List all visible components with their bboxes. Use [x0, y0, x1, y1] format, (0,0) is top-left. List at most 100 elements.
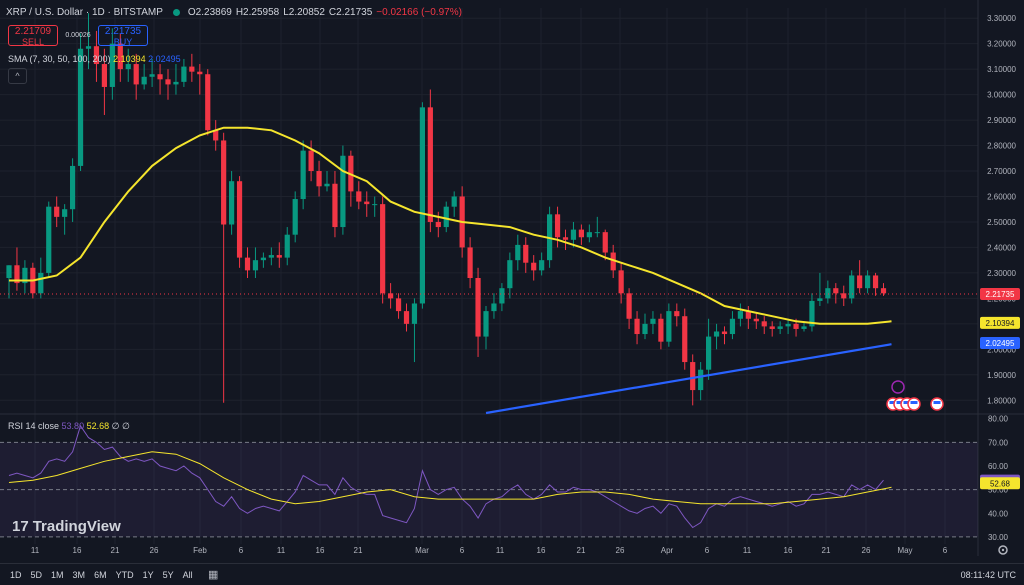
- candle-body: [284, 234, 290, 258]
- candle-body: [849, 275, 855, 299]
- candle-body: [14, 265, 20, 284]
- candle-body: [642, 323, 648, 335]
- range-button-1m[interactable]: 1M: [51, 570, 64, 580]
- ohlc-low: L2.20852: [283, 7, 325, 18]
- candle-body: [411, 303, 418, 324]
- candle-body: [229, 181, 235, 225]
- time-tick-label: 16: [784, 546, 793, 555]
- sma1-tag: 2.10394: [986, 319, 1015, 328]
- buy-button[interactable]: 2.21735 BUY: [98, 25, 148, 47]
- candle-body: [690, 362, 696, 391]
- price-tick-label: 2.00000: [987, 345, 1016, 354]
- rsi-tick-label: 30.00: [988, 533, 1009, 542]
- range-button-5d[interactable]: 5D: [30, 570, 43, 580]
- candle-body: [594, 232, 600, 234]
- candle-body: [817, 298, 823, 301]
- range-button-all[interactable]: All: [182, 570, 193, 580]
- range-button-1y[interactable]: 1Y: [142, 570, 154, 580]
- time-tick-label: 6: [705, 546, 710, 555]
- candle-body: [395, 298, 402, 312]
- candle-body: [372, 204, 378, 206]
- candle-body: [403, 311, 410, 324]
- range-button-ytd[interactable]: YTD: [115, 570, 134, 580]
- spread-value: 0.00026: [65, 32, 91, 39]
- candle-body: [737, 311, 743, 319]
- price-tick-label: 2.50000: [987, 218, 1016, 227]
- utc-clock[interactable]: 08:11:42 UTC: [960, 570, 1016, 580]
- candle-body: [141, 76, 147, 85]
- range-button-1d[interactable]: 1D: [10, 570, 22, 580]
- price-tick-label: 2.40000: [987, 243, 1016, 252]
- time-tick-label: 21: [577, 546, 586, 555]
- candle-body: [769, 326, 775, 329]
- collapse-legend-icon[interactable]: ^: [8, 68, 27, 84]
- candle-body: [173, 81, 179, 85]
- candle-body: [364, 201, 370, 205]
- candle-body: [586, 232, 592, 238]
- time-tick-label: May: [897, 546, 912, 555]
- range-button-6m[interactable]: 6M: [94, 570, 107, 580]
- ohlc-high: H2.25958: [235, 7, 280, 18]
- sma-legend-label: SMA (7, 30, 50, 100, 200): [8, 54, 111, 64]
- candle-body: [93, 46, 100, 65]
- rsi-legend-extra: ∅ ∅: [111, 421, 130, 431]
- price-tick-label: 1.90000: [987, 371, 1016, 380]
- candle-body: [721, 331, 728, 335]
- tradingview-logo[interactable]: 17 TradingView: [12, 518, 121, 535]
- candle-body: [451, 196, 457, 207]
- sma-legend-value-1: 2.10394: [113, 54, 146, 64]
- candle-body: [658, 318, 664, 342]
- range-button-5y[interactable]: 5Y: [162, 570, 174, 580]
- candle-body: [308, 150, 314, 172]
- candle-body: [300, 150, 306, 200]
- candle-body: [674, 311, 680, 317]
- candle-body: [236, 181, 243, 258]
- candle-body: [602, 232, 608, 253]
- candle-body: [435, 221, 441, 228]
- time-tick-label: 21: [822, 546, 831, 555]
- calendar-icon[interactable]: ▦: [208, 569, 219, 581]
- candle-body: [22, 267, 28, 284]
- time-tick-label: 16: [316, 546, 325, 555]
- candle-body: [388, 293, 394, 299]
- range-button-3m[interactable]: 3M: [72, 570, 86, 580]
- candle-body: [221, 140, 227, 225]
- candle-body: [85, 46, 92, 49]
- candle-body: [499, 288, 505, 304]
- sell-button[interactable]: 2.21709 SELL: [8, 25, 58, 47]
- time-tick-label: 6: [943, 546, 948, 555]
- candle-body: [554, 214, 561, 238]
- candle-body: [165, 79, 171, 85]
- candle-body: [650, 318, 656, 324]
- sell-price: 2.21709: [14, 26, 52, 37]
- candle-body: [109, 43, 115, 87]
- sma1-tag-bg: [980, 316, 1020, 329]
- sell-label: SELL: [21, 37, 45, 47]
- candle-body: [38, 272, 44, 294]
- price-tick-label: 3.20000: [987, 40, 1016, 49]
- candle-body: [626, 293, 632, 319]
- candle-body: [491, 303, 497, 312]
- candle-body: [865, 275, 871, 289]
- symbol-title[interactable]: XRP / U.S. Dollar · 1D · BITSTAMP: [6, 7, 163, 18]
- price-tick-label: 3.10000: [987, 65, 1016, 74]
- candle-body: [570, 229, 577, 240]
- rsi-tick-label: 40.00: [988, 509, 1009, 518]
- rsi-line: [8, 424, 884, 529]
- rsi-legend[interactable]: RSI 14 close 53.80 52.68 ∅ ∅: [8, 421, 130, 432]
- candle-body: [578, 229, 584, 238]
- time-tick-label: 26: [150, 546, 159, 555]
- time-tick-label: Mar: [415, 546, 429, 555]
- price-tick-label: 2.80000: [987, 142, 1016, 151]
- candle-body: [539, 260, 545, 271]
- candle-body: [833, 288, 839, 294]
- time-tick-label: 21: [354, 546, 363, 555]
- sma-legend[interactable]: SMA (7, 30, 50, 100, 200) 2.10394 2.0249…: [8, 54, 181, 64]
- tradingview-logo-text: TradingView: [32, 518, 121, 535]
- candle-body: [785, 323, 791, 327]
- candle-body: [252, 260, 259, 271]
- time-tick-label: 6: [239, 546, 244, 555]
- sma-legend-value-2: 2.02495: [148, 54, 181, 64]
- sma-line-yellow: [9, 126, 892, 325]
